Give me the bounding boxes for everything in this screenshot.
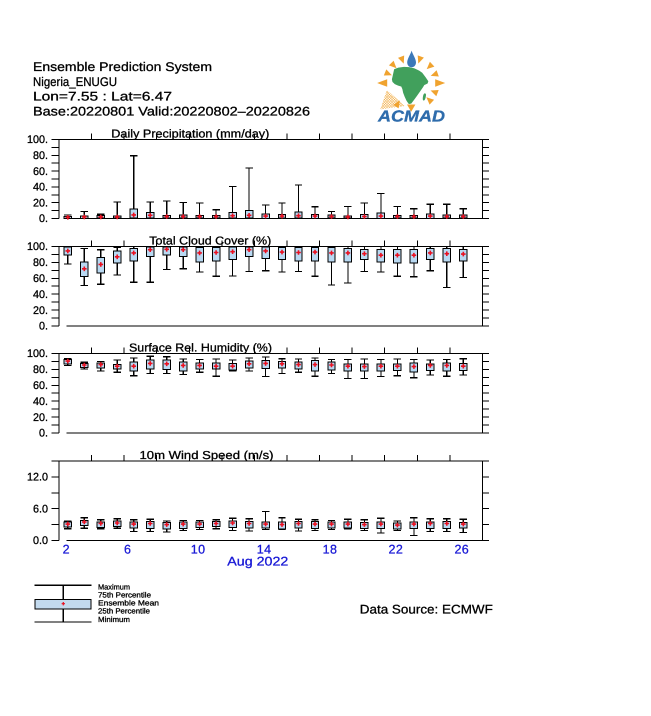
svg-text:26: 26 <box>454 543 469 557</box>
svg-text:10m Wind Speed (m/s): 10m Wind Speed (m/s) <box>140 450 274 462</box>
svg-text:100.: 100. <box>27 348 48 360</box>
svg-text:10: 10 <box>191 543 206 557</box>
svg-text:20.: 20. <box>33 412 48 424</box>
svg-text:20.: 20. <box>33 197 48 209</box>
svg-text:20.: 20. <box>33 305 48 317</box>
svg-text:14: 14 <box>257 543 272 557</box>
svg-text:22: 22 <box>389 543 404 557</box>
svg-text:75th Percentile: 75th Percentile <box>98 591 151 600</box>
svg-text:Ensemble Mean: Ensemble Mean <box>98 599 159 608</box>
svg-text:ACMAD: ACMAD <box>377 108 446 125</box>
svg-text:60.: 60. <box>33 380 48 392</box>
svg-text:25th Percentile: 25th Percentile <box>98 607 150 616</box>
svg-text:80.: 80. <box>33 257 48 269</box>
svg-text:Aug 2022: Aug 2022 <box>227 555 288 569</box>
svg-text:6: 6 <box>124 543 131 557</box>
svg-text:Maximum: Maximum <box>98 583 130 592</box>
svg-text:80.: 80. <box>33 364 48 376</box>
svg-text:Lon=7.55 : Lat=6.47: Lon=7.55 : Lat=6.47 <box>33 90 172 104</box>
svg-text:0.: 0. <box>39 428 48 440</box>
svg-text:Total Cloud Cover (%): Total Cloud Cover (%) <box>149 236 271 248</box>
svg-text:12.0: 12.0 <box>27 472 48 484</box>
svg-text:6.0: 6.0 <box>33 503 48 515</box>
svg-text:0.: 0. <box>39 213 48 225</box>
svg-text:40.: 40. <box>33 396 48 408</box>
svg-text:2: 2 <box>63 543 70 557</box>
svg-text:100.: 100. <box>27 241 48 253</box>
svg-text:40.: 40. <box>33 289 48 301</box>
svg-text:80.: 80. <box>33 150 48 162</box>
svg-text:60.: 60. <box>33 166 48 178</box>
svg-text:Surface Rel. Humidity (%): Surface Rel. Humidity (%) <box>129 343 272 355</box>
svg-text:Daily Precipitation (mm/day): Daily Precipitation (mm/day) <box>111 129 269 141</box>
svg-text:18: 18 <box>323 543 338 557</box>
svg-text:Nigeria_ENUGU: Nigeria_ENUGU <box>33 75 117 89</box>
svg-text:0.0: 0.0 <box>33 535 48 547</box>
svg-text:100.: 100. <box>27 134 48 146</box>
svg-text:Minimum: Minimum <box>98 615 130 624</box>
svg-text:Ensemble Prediction System: Ensemble Prediction System <box>33 60 212 74</box>
svg-text:60.: 60. <box>33 273 48 285</box>
svg-text:Data Source: ECMWF: Data Source: ECMWF <box>360 603 493 617</box>
svg-text:40.: 40. <box>33 182 48 194</box>
svg-text:Base:20220801 Valid:20220802–2: Base:20220801 Valid:20220802–20220826 <box>33 104 310 118</box>
svg-text:0.: 0. <box>39 321 48 333</box>
